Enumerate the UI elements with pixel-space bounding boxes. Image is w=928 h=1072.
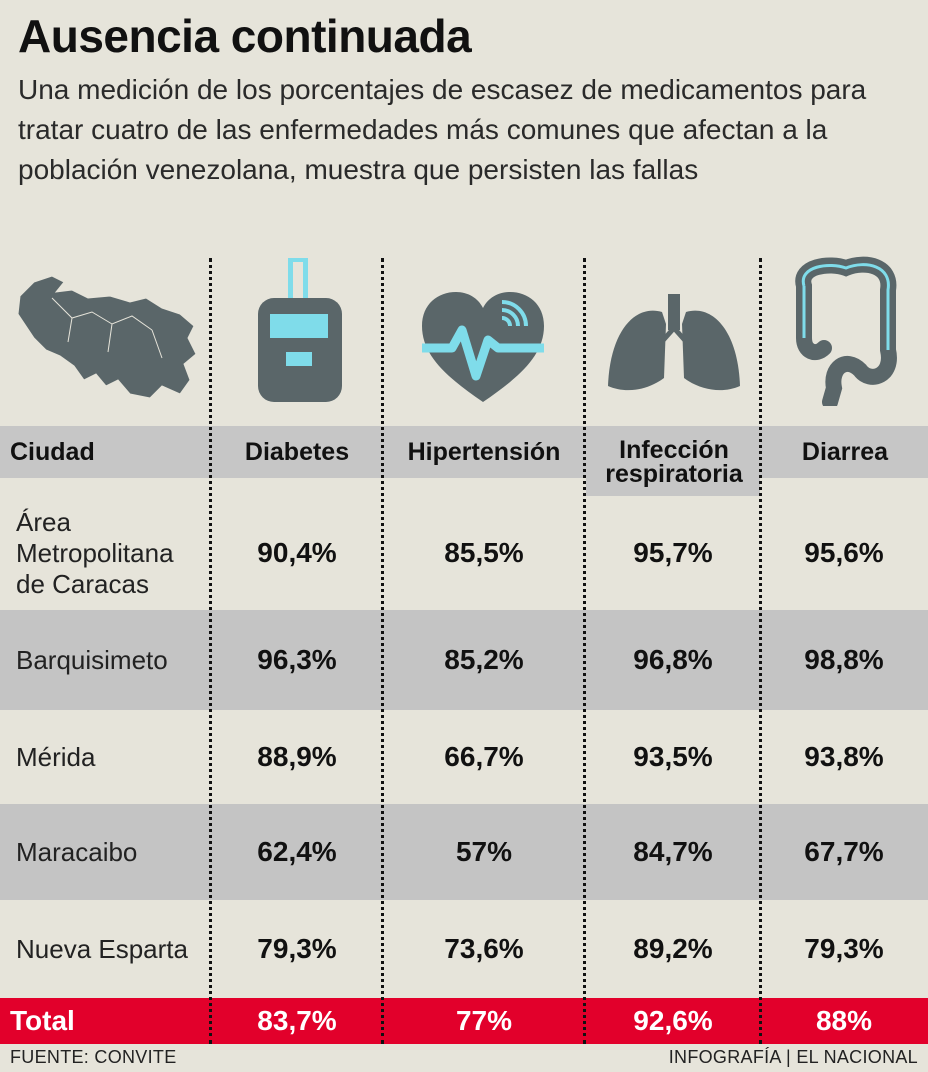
value-cell: 85,5%: [444, 537, 524, 568]
city-name: Mérida: [16, 741, 96, 772]
value-cell: 90,4%: [257, 537, 337, 568]
heart-pulse-icon: [422, 292, 544, 402]
header-ciudad: Ciudad: [10, 438, 95, 466]
column-divider: [381, 258, 384, 1044]
header-infeccion-respiratoria: Infección respiratoria: [605, 436, 743, 488]
city-name: Área Metropolitana de Caracas: [16, 506, 174, 599]
value-cell: 84,7%: [633, 836, 713, 867]
value-cell: 93,5%: [633, 741, 713, 772]
value-cell: 98,8%: [804, 644, 884, 675]
value-cell: 95,7%: [633, 537, 713, 568]
intestine-icon: [795, 256, 897, 406]
header-diarrea: Diarrea: [801, 438, 889, 466]
credit-note: INFOGRAFÍA | EL NACIONAL: [668, 1047, 918, 1067]
header-diabetes: Diabetes: [244, 438, 350, 466]
column-divider: [209, 258, 212, 1044]
value-cell: 96,3%: [257, 644, 337, 675]
source-note: FUENTE: CONVITE: [10, 1047, 177, 1067]
header-box-infeccion: [586, 426, 760, 496]
total-value: 88%: [815, 1005, 873, 1036]
venezuela-map-icon: [17, 275, 197, 399]
value-cell: 67,7%: [804, 836, 884, 867]
value-cell: 89,2%: [633, 933, 713, 964]
value-cell: 88,9%: [257, 741, 337, 772]
lungs-icon: [608, 294, 740, 391]
value-cell: 79,3%: [804, 933, 884, 964]
value-cell: 85,2%: [444, 644, 524, 675]
value-cell: 57%: [455, 836, 513, 867]
total-value: 92,6%: [633, 1005, 713, 1036]
value-cell: 93,8%: [804, 741, 884, 772]
value-cell: 79,3%: [257, 933, 337, 964]
page-title: Ausencia continuada: [18, 10, 472, 62]
total-band: [0, 998, 928, 1044]
city-name: Nueva Esparta: [16, 933, 188, 964]
value-cell: 66,7%: [444, 741, 524, 772]
value-cell: 73,6%: [444, 933, 524, 964]
column-divider: [759, 258, 762, 1044]
city-name: Barquisimeto: [16, 644, 168, 675]
city-name: Maracaibo: [16, 836, 138, 867]
value-cell: 96,8%: [633, 644, 713, 675]
row-band-maracaibo: [0, 804, 928, 900]
header-band: [0, 426, 928, 478]
header-hipertension: Hipertensión: [407, 438, 561, 466]
value-cell: 62,4%: [257, 836, 337, 867]
value-cell: 95,6%: [804, 537, 884, 568]
total-value: 77%: [455, 1005, 513, 1036]
total-label: Total: [10, 1005, 75, 1036]
total-value: 83,7%: [257, 1005, 337, 1036]
page-subtitle: Una medición de los porcentajes de escas…: [18, 74, 867, 185]
column-divider: [583, 258, 586, 1044]
glucometer-icon: [258, 258, 342, 402]
row-band-barquisimeto: [0, 610, 928, 710]
